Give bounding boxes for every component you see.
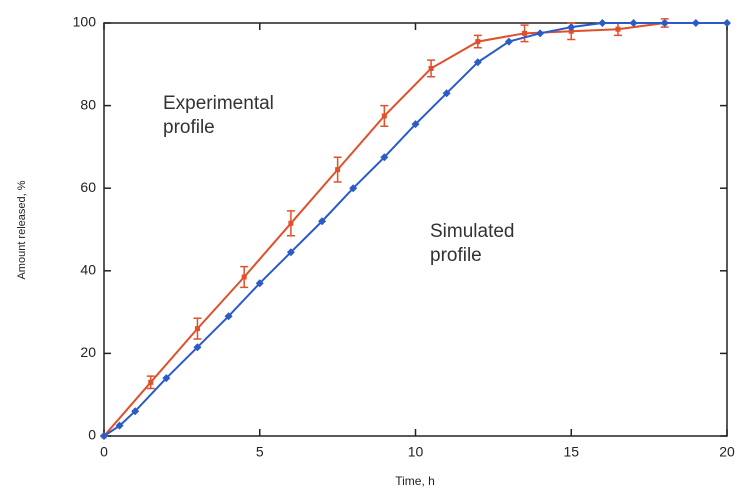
point xyxy=(162,374,171,383)
point xyxy=(615,26,621,32)
point xyxy=(286,248,295,257)
y-tick-label: 60 xyxy=(80,179,96,195)
x-tick-label: 5 xyxy=(256,444,264,460)
point xyxy=(318,217,327,226)
point xyxy=(598,19,607,27)
y-axis-label: Amount released, % xyxy=(16,180,28,279)
y-tick-label: 0 xyxy=(88,427,96,443)
point xyxy=(411,120,420,129)
x-tick-label: 10 xyxy=(408,444,424,460)
point xyxy=(567,23,576,32)
point xyxy=(131,407,140,416)
point xyxy=(255,279,264,288)
point xyxy=(100,432,108,440)
point xyxy=(473,58,482,67)
y-tick-label: 100 xyxy=(73,14,97,30)
annotation: Simulated profile xyxy=(430,221,515,266)
annotation: Experimental profile xyxy=(163,93,274,138)
point xyxy=(660,19,669,27)
x-tick-label: 15 xyxy=(563,444,579,460)
y-tick-label: 40 xyxy=(80,262,96,278)
point xyxy=(428,65,434,71)
point xyxy=(381,113,387,119)
point xyxy=(536,29,545,38)
point xyxy=(475,39,481,45)
point xyxy=(288,220,294,226)
point xyxy=(568,28,574,34)
x-tick-label: 20 xyxy=(719,444,735,460)
point xyxy=(691,19,700,27)
point xyxy=(504,37,513,46)
y-tick-label: 20 xyxy=(80,344,96,360)
point xyxy=(629,19,638,27)
point xyxy=(380,153,389,162)
point xyxy=(115,421,124,430)
point xyxy=(442,89,451,98)
point xyxy=(723,19,731,27)
series-line xyxy=(103,22,665,437)
point xyxy=(148,379,154,385)
x-tick-label: 0 xyxy=(100,444,108,460)
x-axis-label: Time, h xyxy=(395,474,435,488)
point xyxy=(522,30,528,36)
series-line xyxy=(103,22,727,437)
point xyxy=(193,343,202,352)
y-tick-label: 80 xyxy=(80,96,96,112)
point xyxy=(335,167,341,173)
point xyxy=(349,184,358,193)
point xyxy=(224,312,233,321)
point xyxy=(241,274,247,280)
point xyxy=(194,326,200,332)
